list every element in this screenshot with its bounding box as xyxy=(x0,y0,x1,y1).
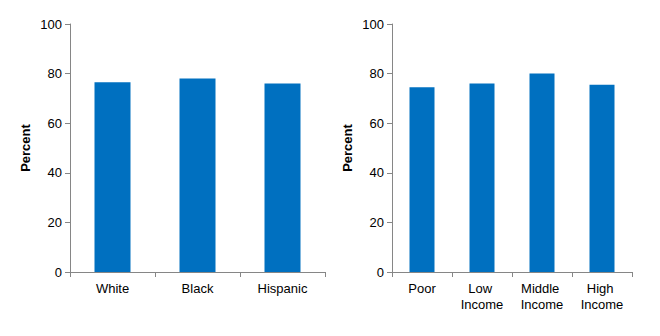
svg-text:0: 0 xyxy=(55,265,62,280)
svg-text:40: 40 xyxy=(48,165,62,180)
svg-text:20: 20 xyxy=(48,215,62,230)
svg-text:Hispanic: Hispanic xyxy=(258,281,308,296)
svg-text:Low: Low xyxy=(468,281,495,296)
svg-text:60: 60 xyxy=(370,116,384,131)
svg-text:Black: Black xyxy=(182,281,214,296)
svg-text:White: White xyxy=(96,281,129,296)
svg-text:0: 0 xyxy=(377,265,384,280)
svg-text:High: High xyxy=(587,281,617,296)
svg-text:Poor: Poor xyxy=(408,281,436,296)
svg-text:80: 80 xyxy=(48,66,62,81)
svg-text:20: 20 xyxy=(370,215,384,230)
svg-text:60: 60 xyxy=(48,116,62,131)
svg-text:100: 100 xyxy=(362,17,384,32)
svg-text:Income: Income xyxy=(581,297,624,312)
svg-text:Middle: Middle xyxy=(521,281,563,296)
svg-text:Income: Income xyxy=(521,297,564,312)
svg-text:100: 100 xyxy=(40,17,62,32)
svg-text:Percent: Percent xyxy=(340,123,355,171)
svg-text:80: 80 xyxy=(370,66,384,81)
svg-text:Percent: Percent xyxy=(18,123,33,171)
svg-text:40: 40 xyxy=(370,165,384,180)
svg-text:Income: Income xyxy=(461,297,504,312)
